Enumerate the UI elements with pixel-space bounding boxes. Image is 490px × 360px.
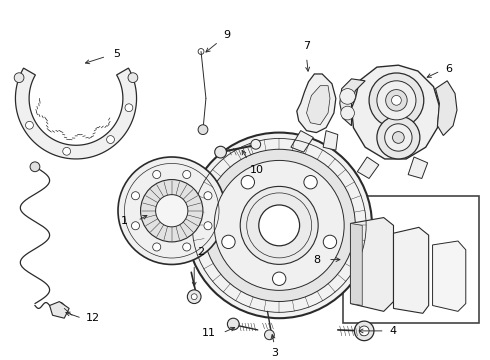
Circle shape [198, 125, 208, 135]
Circle shape [227, 318, 239, 330]
Polygon shape [393, 227, 429, 313]
Circle shape [156, 195, 188, 227]
Circle shape [63, 147, 71, 155]
Circle shape [25, 121, 33, 129]
Circle shape [14, 73, 24, 82]
Text: 6: 6 [445, 64, 452, 74]
Circle shape [323, 235, 337, 248]
Text: 2: 2 [197, 247, 204, 257]
Polygon shape [291, 131, 314, 152]
Text: 1: 1 [121, 216, 128, 225]
Polygon shape [351, 65, 440, 159]
Circle shape [240, 186, 318, 264]
Text: 8: 8 [313, 255, 320, 265]
Polygon shape [297, 74, 336, 132]
Circle shape [265, 330, 274, 340]
Circle shape [141, 180, 203, 242]
Circle shape [187, 290, 201, 303]
Circle shape [183, 171, 191, 179]
Circle shape [203, 149, 355, 301]
Circle shape [186, 132, 372, 318]
Text: 11: 11 [202, 328, 216, 338]
Text: 5: 5 [113, 49, 120, 59]
Text: 4: 4 [390, 326, 397, 336]
Circle shape [131, 222, 140, 230]
Polygon shape [307, 86, 330, 125]
Polygon shape [350, 224, 362, 306]
Circle shape [259, 205, 299, 246]
Circle shape [222, 235, 235, 248]
Circle shape [392, 95, 401, 105]
Bar [343, 196, 479, 323]
Circle shape [241, 176, 254, 189]
Circle shape [341, 106, 354, 120]
Polygon shape [15, 68, 137, 159]
Circle shape [385, 124, 412, 151]
Circle shape [118, 157, 225, 265]
Text: 7: 7 [303, 41, 310, 51]
Circle shape [251, 139, 261, 149]
Circle shape [191, 294, 197, 300]
Polygon shape [49, 302, 69, 318]
Text: 9: 9 [223, 30, 231, 40]
Circle shape [153, 171, 161, 179]
Circle shape [183, 243, 191, 251]
Polygon shape [408, 157, 428, 179]
Circle shape [377, 81, 416, 120]
Circle shape [204, 222, 212, 230]
Text: 12: 12 [86, 313, 100, 323]
Circle shape [107, 136, 115, 143]
Text: 10: 10 [250, 165, 264, 175]
Circle shape [354, 321, 374, 341]
Circle shape [304, 176, 317, 189]
Polygon shape [350, 217, 393, 311]
Polygon shape [357, 157, 379, 179]
Circle shape [377, 116, 420, 159]
Circle shape [386, 90, 407, 111]
Polygon shape [340, 79, 365, 126]
Polygon shape [436, 81, 457, 135]
Circle shape [359, 326, 369, 336]
Circle shape [125, 104, 133, 112]
Circle shape [153, 243, 161, 251]
Circle shape [392, 132, 404, 143]
Circle shape [272, 272, 286, 285]
Circle shape [131, 192, 140, 200]
Circle shape [340, 89, 355, 104]
Circle shape [215, 146, 226, 158]
Text: 3: 3 [271, 348, 278, 359]
Circle shape [214, 161, 344, 291]
Polygon shape [433, 241, 466, 311]
Circle shape [30, 162, 40, 172]
Polygon shape [323, 131, 338, 150]
Circle shape [128, 73, 138, 82]
Circle shape [369, 73, 424, 128]
Circle shape [204, 192, 212, 200]
